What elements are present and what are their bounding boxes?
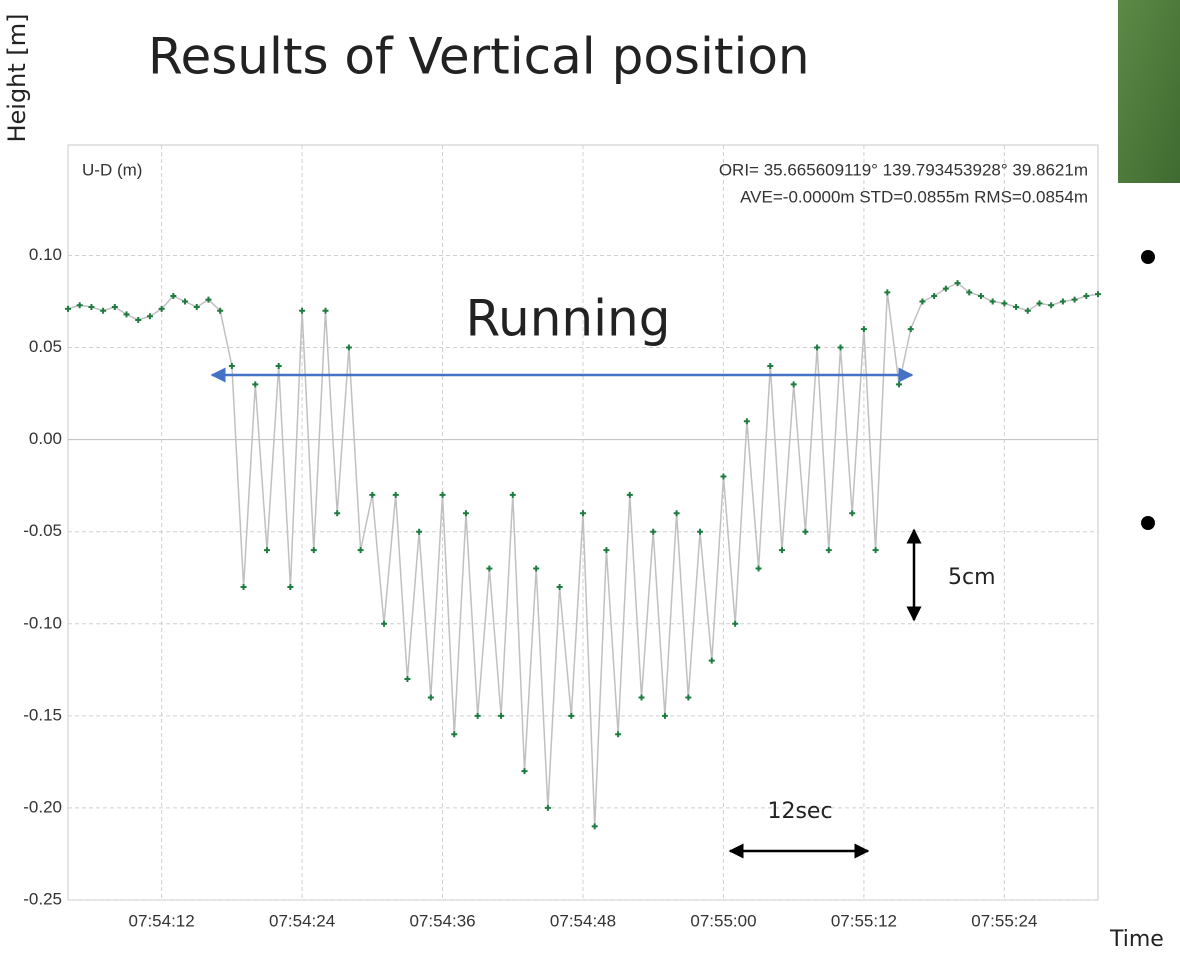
x-tick-label: 07:54:48 [550, 911, 616, 930]
plot: 0.10 0.05 0.00 -0.05 -0.10 -0.15 -0.20 -0.25 07:… [23, 145, 1101, 930]
x-tick-label: 07:55:24 [971, 911, 1037, 930]
y-tick-label: -0.25 [23, 889, 62, 908]
photo-texture [1118, 0, 1180, 183]
y-tick-label: -0.05 [23, 521, 62, 540]
time-label: 12sec [767, 799, 832, 824]
origin-text: ORI= 35.665609119° 139.793453928° 39.862… [719, 160, 1088, 179]
y-tick-label: -0.15 [23, 705, 62, 724]
x-tick-label: 07:55:00 [690, 911, 756, 930]
panel-label: U-D (m) [82, 160, 142, 179]
y-tick-label: 0.00 [29, 429, 62, 448]
scale-label: 5cm [948, 565, 996, 590]
slide-title: Results of Vertical position [148, 28, 810, 86]
y-tick-label: -0.10 [23, 613, 62, 632]
x-tick-label: 07:54:24 [269, 911, 335, 930]
y-tick-label: 0.05 [29, 337, 62, 356]
y-axis-title: Height [m] [3, 13, 31, 142]
x-tick-label: 07:54:36 [409, 911, 475, 930]
bullet [1141, 516, 1155, 530]
bullet [1141, 250, 1155, 264]
slide: Results of Vertical position Height [m] … [0, 0, 1180, 953]
y-tick-label: 0.10 [29, 245, 62, 264]
x-axis-title: Time [1109, 927, 1164, 952]
x-tick-label: 07:55:12 [831, 911, 897, 930]
stats-text: AVE=-0.0000m STD=0.0855m RMS=0.0854m [740, 187, 1088, 206]
y-tick-label: -0.20 [23, 797, 62, 816]
running-label: Running [466, 290, 671, 348]
x-tick-label: 07:54:12 [129, 911, 195, 930]
